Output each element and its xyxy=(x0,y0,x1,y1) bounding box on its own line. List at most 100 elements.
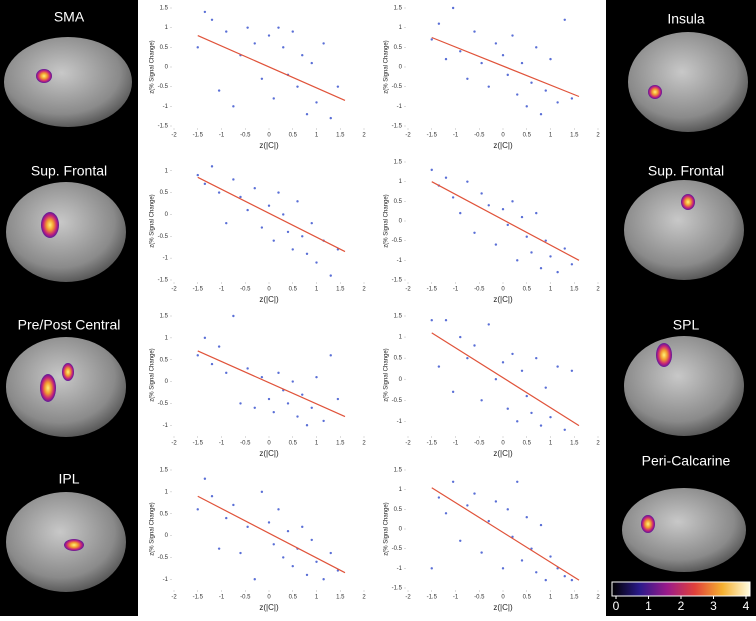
scatter-plot: -2 -1.5 -1 -0.5 0 0.5 1 1.5 2-1.5-1-0.500.511.5z… xyxy=(384,468,601,613)
data-point xyxy=(549,415,552,419)
fit-line xyxy=(431,332,580,427)
data-point xyxy=(196,508,199,511)
y-tick-label: -0.5 xyxy=(158,234,169,240)
y-tick-label: 1.5 xyxy=(394,314,403,320)
data-point xyxy=(277,26,280,29)
x-tick-label: -0.5 xyxy=(240,133,251,139)
data-point xyxy=(322,42,325,45)
data-point xyxy=(451,196,455,199)
data-point xyxy=(530,251,533,254)
x-tick-label: -1.5 xyxy=(427,287,438,293)
data-point xyxy=(296,415,299,418)
data-point xyxy=(494,378,498,381)
data-point xyxy=(272,410,275,414)
x-tick-label: 0.5 xyxy=(289,287,298,293)
data-point xyxy=(501,208,505,211)
y-tick-label: 0.5 xyxy=(160,511,169,517)
scatter-plot: -2 -1.5 -1 -0.5 0 0.5 1 1.5 2 -1 -0.5 0 0.5 1 1.5 z(|C|… xyxy=(384,314,601,459)
x-tick-label: -0.5 xyxy=(240,441,251,447)
data-point xyxy=(480,399,483,402)
data-point xyxy=(315,375,318,379)
data-point xyxy=(511,200,514,203)
x-tick-label: 1.5 xyxy=(336,287,345,293)
x-tick-label: -1 xyxy=(453,595,459,601)
y-tick-label: 1 xyxy=(399,179,403,185)
x-tick-label: 2 xyxy=(596,441,600,447)
data-point xyxy=(525,235,528,238)
data-point xyxy=(196,354,199,357)
y-axis-label: z(% Signal Change) xyxy=(150,502,156,555)
data-point xyxy=(501,567,505,570)
x-tick-label: 2 xyxy=(362,441,366,447)
data-point xyxy=(310,61,313,65)
data-point xyxy=(487,323,490,326)
data-point xyxy=(260,226,264,229)
scatter-plot: -2 -1.5 -1 -0.5 0 0.5 1 1.5 2-1.5-1-0.500.51z(|C… xyxy=(150,165,366,304)
data-point xyxy=(305,424,309,427)
x-tick-label: 0 xyxy=(267,595,271,601)
data-point xyxy=(232,314,235,318)
x-tick-label: -1.5 xyxy=(193,595,204,601)
region-label: SPL xyxy=(673,317,700,333)
data-point xyxy=(516,259,519,262)
y-tick-label: 0 xyxy=(165,379,169,385)
data-point xyxy=(487,85,490,88)
x-axis-label: z(|C|) xyxy=(259,603,279,612)
x-tick-label: 0 xyxy=(267,287,271,293)
data-point xyxy=(291,380,294,383)
data-point xyxy=(246,208,249,212)
data-point xyxy=(444,57,448,61)
data-point xyxy=(430,567,433,570)
data-point xyxy=(217,547,221,550)
data-point xyxy=(570,97,574,100)
x-tick-label: 0.5 xyxy=(523,133,532,139)
x-tick-label: -1 xyxy=(453,441,459,447)
data-point xyxy=(305,113,309,116)
y-tick-label: 0 xyxy=(399,527,403,533)
colorbar-tick-label: 4 xyxy=(743,599,750,613)
colorbar-tick-label: 2 xyxy=(678,599,685,613)
data-point xyxy=(501,54,505,57)
data-point xyxy=(301,393,304,396)
fit-line xyxy=(197,350,346,418)
y-tick-label: 0.5 xyxy=(394,507,403,513)
data-point xyxy=(511,34,514,37)
y-tick-label: 1.5 xyxy=(160,314,169,320)
x-tick-label: -1 xyxy=(219,595,225,601)
data-point xyxy=(232,178,235,181)
scatter-plot: -2 -1.5 -1 -0.5 0 0.5 1 1.5 2 -1 -0.5 0 0.5 1 1.5 z(|C|… xyxy=(150,468,367,613)
y-tick-label: -1 xyxy=(397,104,403,110)
data-point xyxy=(296,85,299,88)
data-point xyxy=(556,101,559,104)
data-point xyxy=(556,365,559,368)
x-tick-label: 2 xyxy=(362,287,366,293)
data-point xyxy=(516,480,519,483)
x-tick-label: 0 xyxy=(267,441,271,447)
x-tick-label: 1 xyxy=(549,133,553,139)
data-point xyxy=(336,85,340,88)
data-point xyxy=(570,369,574,372)
y-tick-label: 0.5 xyxy=(160,357,169,363)
x-tick-label: -1.5 xyxy=(427,133,438,139)
x-tick-label: -2 xyxy=(171,441,177,447)
fit-line xyxy=(431,36,580,98)
y-tick-label: 0.5 xyxy=(394,199,403,205)
y-tick-label: 1 xyxy=(165,335,169,341)
data-point xyxy=(260,77,264,81)
y-axis-label: z(% Signal Change) xyxy=(384,194,390,247)
data-point xyxy=(210,362,214,366)
data-point xyxy=(225,516,228,520)
y-tick-label: -1 xyxy=(397,419,403,425)
y-tick-label: 0 xyxy=(399,219,403,225)
x-tick-label: -1 xyxy=(219,441,225,447)
x-tick-label: 0 xyxy=(501,287,505,293)
data-point xyxy=(501,361,505,364)
data-point xyxy=(520,215,524,219)
data-point xyxy=(530,81,533,84)
y-tick-label: 0 xyxy=(399,65,403,71)
data-point xyxy=(459,335,462,339)
data-point xyxy=(217,345,221,348)
x-tick-label: 1.5 xyxy=(570,287,579,293)
y-tick-label: 0 xyxy=(165,65,169,71)
